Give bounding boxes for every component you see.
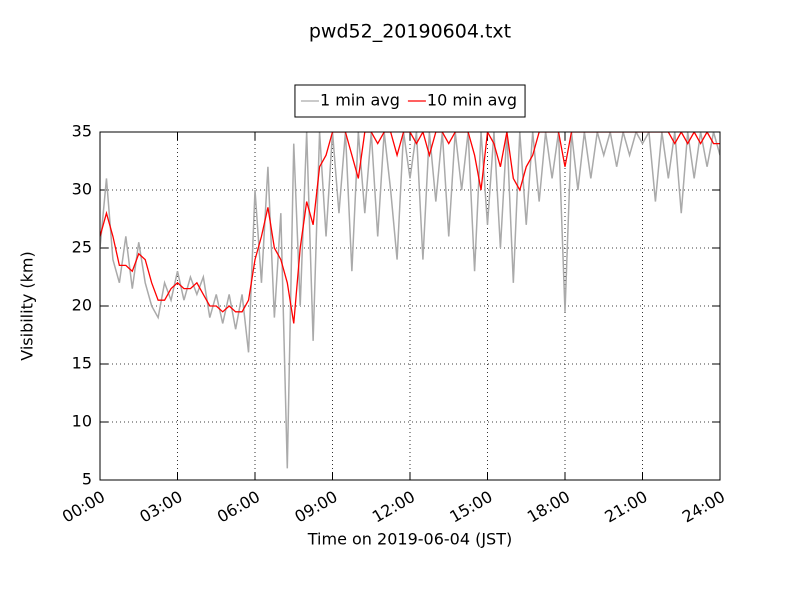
series-line xyxy=(100,132,720,469)
legend-label: 1 min avg xyxy=(320,91,400,110)
y-tick-label: 30 xyxy=(72,180,92,199)
y-tick-label: 10 xyxy=(72,412,92,431)
y-tick-label: 5 xyxy=(82,470,92,489)
legend-label: 10 min avg xyxy=(427,91,517,110)
y-tick-label: 25 xyxy=(72,238,92,257)
y-tick-label: 15 xyxy=(72,354,92,373)
y-tick-label: 35 xyxy=(72,122,92,141)
series-line xyxy=(100,132,720,324)
plot-frame xyxy=(99,131,721,481)
legend: 1 min avg 10 min avg xyxy=(294,84,526,118)
y-tick-label: 20 xyxy=(72,296,92,315)
y-axis-label: Visibility (km) xyxy=(18,251,37,360)
x-axis-label: Time on 2019-06-04 (JST) xyxy=(307,530,512,549)
chart-title: pwd52_20190604.txt xyxy=(309,21,511,43)
